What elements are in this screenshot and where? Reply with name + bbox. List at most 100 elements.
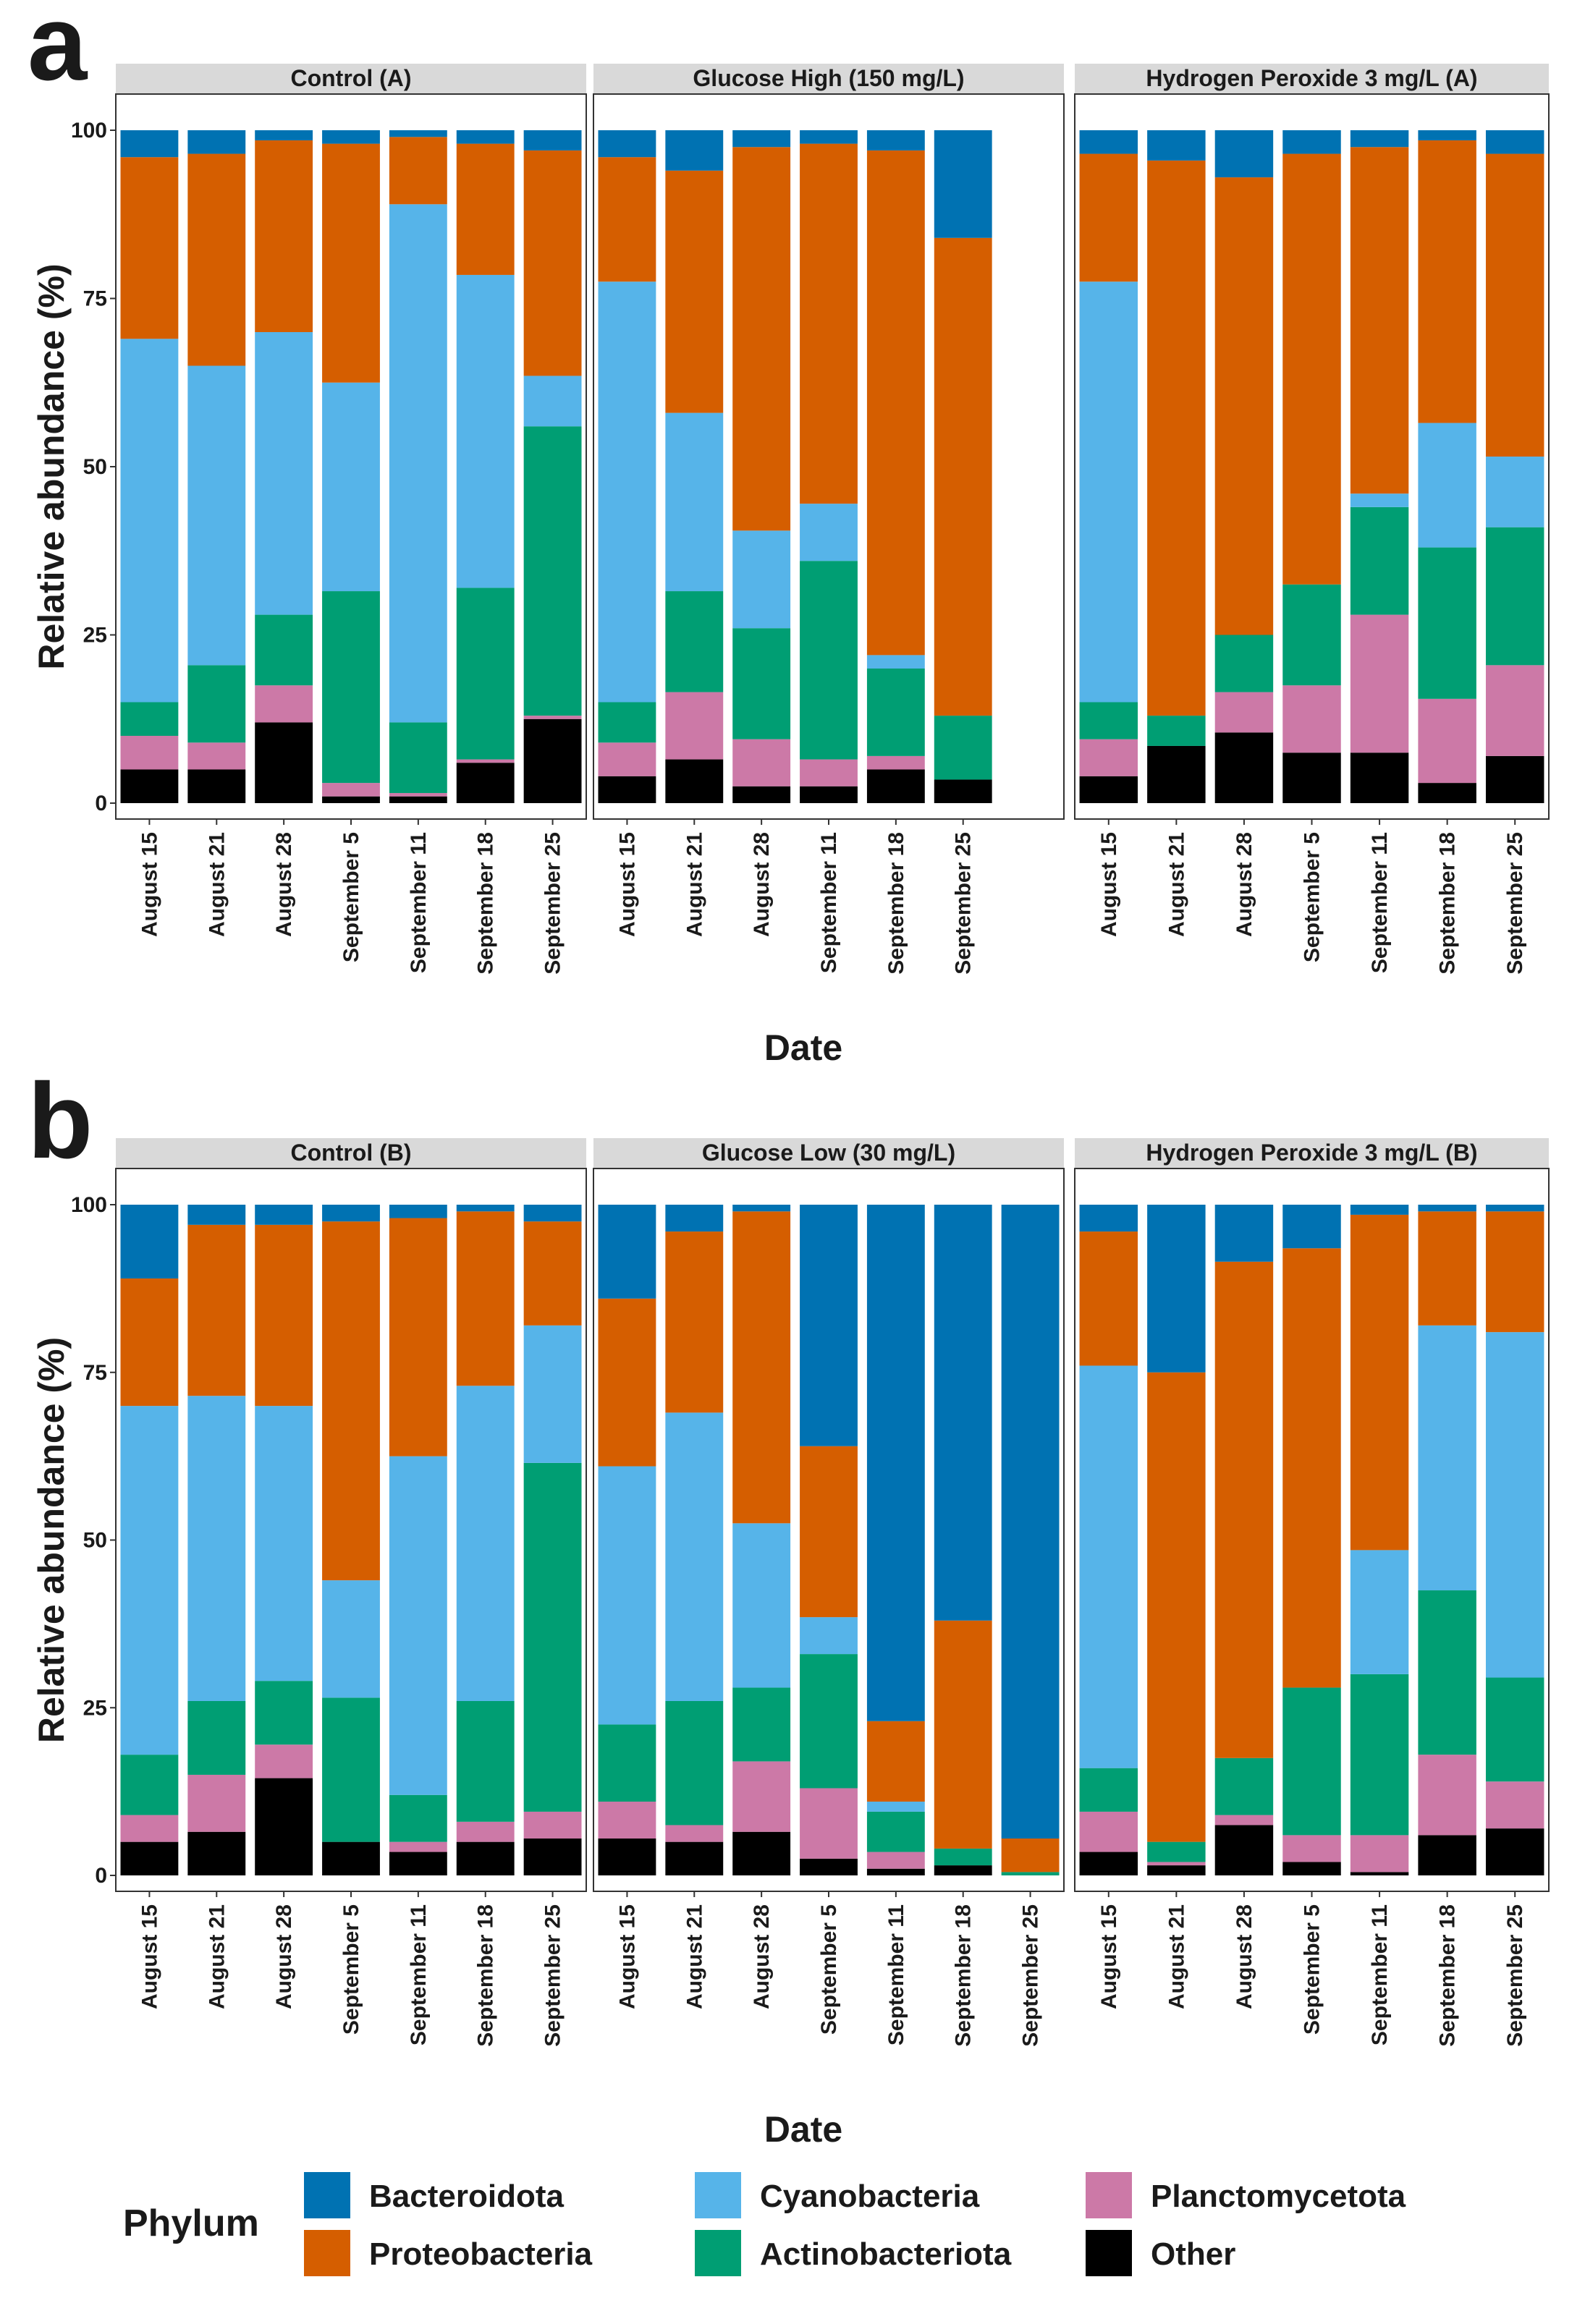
x-tick-label: August 21 bbox=[1165, 832, 1188, 937]
legend-label: Bacteroidota bbox=[369, 2179, 564, 2214]
bar-segment-proteobacteria bbox=[187, 1224, 246, 1396]
bar-segment-planctomycetota bbox=[523, 1811, 582, 1839]
bar-segment-bacteroidota bbox=[1147, 1205, 1206, 1373]
bar-segment-actinobacteriota bbox=[1350, 1674, 1409, 1836]
x-tick-label: August 21 bbox=[205, 832, 229, 937]
legend-swatch-planctomycetota bbox=[1086, 2172, 1132, 2218]
facet-strip bbox=[593, 64, 1064, 94]
bar-segment-bacteroidota bbox=[456, 1205, 515, 1212]
facet-title: Hydrogen Peroxide 3 mg/L (B) bbox=[1146, 1140, 1477, 1166]
bar-segment-other bbox=[187, 769, 246, 803]
x-tick-label: August 15 bbox=[615, 832, 639, 937]
bar-segment-actinobacteriota bbox=[255, 614, 313, 686]
bar-segment-cyanobacteria bbox=[523, 376, 582, 427]
bar-segment-bacteroidota bbox=[523, 130, 582, 150]
x-tick-label: September 25 bbox=[952, 832, 976, 975]
bar-segment-bacteroidota bbox=[598, 1205, 656, 1299]
x-tick-label: September 5 bbox=[1301, 1904, 1324, 2035]
facet-hydrogen-peroxide-3-mg-l-a: Hydrogen Peroxide 3 mg/L (A) August 15 Aug… bbox=[1074, 64, 1550, 975]
legend-label: Cyanobacteria bbox=[760, 2179, 980, 2214]
bar-segment-planctomycetota bbox=[120, 736, 179, 770]
x-tick-label: August 21 bbox=[682, 832, 706, 937]
bar-segment-actinobacteriota bbox=[322, 591, 380, 784]
bar-segment-other bbox=[1282, 1862, 1341, 1875]
x-tick-label: September 5 bbox=[339, 832, 363, 962]
bar-segment-proteobacteria bbox=[120, 1278, 179, 1407]
bar-segment-proteobacteria bbox=[1147, 160, 1206, 716]
x-tick-label: September 5 bbox=[339, 1904, 363, 2035]
bar-segment-actinobacteriota bbox=[934, 716, 992, 780]
bar-segment-other bbox=[322, 796, 380, 803]
bar-segment-planctomycetota bbox=[187, 742, 246, 770]
x-tick-label: September 5 bbox=[1301, 832, 1324, 962]
bar-segment-actinobacteriota bbox=[1485, 1677, 1544, 1782]
bar-segment-bacteroidota bbox=[1350, 130, 1409, 148]
bar-segment-actinobacteriota bbox=[866, 669, 925, 756]
bar-segment-cyanobacteria bbox=[665, 1412, 724, 1701]
bar-segment-actinobacteriota bbox=[120, 702, 179, 736]
bar-segment-proteobacteria bbox=[598, 157, 656, 282]
facet-title: Control (A) bbox=[290, 65, 411, 91]
bar-segment-planctomycetota bbox=[1418, 698, 1476, 784]
bar-segment-other bbox=[255, 722, 313, 803]
bar-segment-actinobacteriota bbox=[732, 1687, 791, 1762]
x-tick-label: August 28 bbox=[1233, 1904, 1256, 2009]
facet-strip bbox=[1075, 1138, 1549, 1169]
x-tick-label: September 18 bbox=[474, 1904, 498, 2047]
x-tick-label: August 28 bbox=[272, 1904, 296, 2009]
y-axis-title: Relative abundance (%) bbox=[31, 263, 72, 669]
bar-segment-planctomycetota bbox=[1079, 1811, 1138, 1852]
bar-segment-actinobacteriota bbox=[1147, 1841, 1206, 1862]
bar-segment-bacteroidota bbox=[1214, 130, 1274, 178]
bar-segment-other bbox=[322, 1841, 380, 1875]
bar-segment-other bbox=[120, 769, 179, 803]
bar-segment-proteobacteria bbox=[322, 1221, 380, 1581]
bar-segment-other bbox=[1147, 745, 1206, 803]
bar-segment-actinobacteriota bbox=[322, 1697, 380, 1842]
bar-segment-cyanobacteria bbox=[866, 1802, 925, 1812]
bar-segment-planctomycetota bbox=[322, 783, 380, 797]
legend-title: Phylum bbox=[123, 2202, 259, 2244]
bar-segment-planctomycetota bbox=[1350, 614, 1409, 753]
bar-segment-proteobacteria bbox=[1282, 153, 1341, 585]
bar-segment-actinobacteriota bbox=[665, 1700, 724, 1825]
bar-segment-cyanobacteria bbox=[120, 1406, 179, 1755]
y-tick-label: 75 bbox=[83, 1361, 107, 1385]
legend-swatch-actinobacteriota bbox=[695, 2230, 741, 2276]
bar-segment-proteobacteria bbox=[389, 137, 447, 205]
y-tick-label: 25 bbox=[83, 624, 107, 648]
bar-segment-actinobacteriota bbox=[1079, 1768, 1138, 1812]
x-tick-label: August 15 bbox=[138, 1904, 161, 2009]
x-tick-label: August 28 bbox=[272, 832, 296, 937]
bar-segment-cyanobacteria bbox=[255, 1406, 313, 1681]
bar-segment-proteobacteria bbox=[665, 170, 724, 413]
bar-segment-proteobacteria bbox=[800, 143, 858, 504]
bar-segment-proteobacteria bbox=[389, 1218, 447, 1456]
bar-segment-cyanobacteria bbox=[1079, 1365, 1138, 1768]
bar-segment-planctomycetota bbox=[523, 716, 582, 719]
bar-segment-actinobacteriota bbox=[456, 588, 515, 760]
bar-segment-bacteroidota bbox=[665, 130, 724, 171]
bar-segment-cyanobacteria bbox=[389, 204, 447, 723]
x-tick-label: September 25 bbox=[541, 1904, 565, 2047]
bar-segment-actinobacteriota bbox=[1001, 1872, 1060, 1875]
bar-segment-proteobacteria bbox=[598, 1298, 656, 1467]
bar-segment-planctomycetota bbox=[255, 685, 313, 723]
bar-segment-proteobacteria bbox=[866, 150, 925, 656]
bar-segment-actinobacteriota bbox=[934, 1848, 992, 1866]
legend-swatch-other bbox=[1086, 2230, 1132, 2276]
bar-segment-bacteroidota bbox=[322, 1205, 380, 1222]
bar-segment-actinobacteriota bbox=[800, 561, 858, 760]
y-tick-label: 100 bbox=[71, 119, 107, 143]
bar-segment-cyanobacteria bbox=[187, 365, 246, 666]
bar-segment-proteobacteria bbox=[732, 1211, 791, 1524]
bar-segment-other bbox=[800, 786, 858, 803]
bar-segment-planctomycetota bbox=[456, 759, 515, 763]
bar-segment-other bbox=[732, 786, 791, 803]
bar-segment-planctomycetota bbox=[1282, 1835, 1341, 1862]
bar-segment-bacteroidota bbox=[120, 1205, 179, 1278]
bar-segment-bacteroidota bbox=[732, 130, 791, 148]
bar-segment-proteobacteria bbox=[120, 157, 179, 339]
x-tick-label: August 15 bbox=[138, 832, 161, 937]
